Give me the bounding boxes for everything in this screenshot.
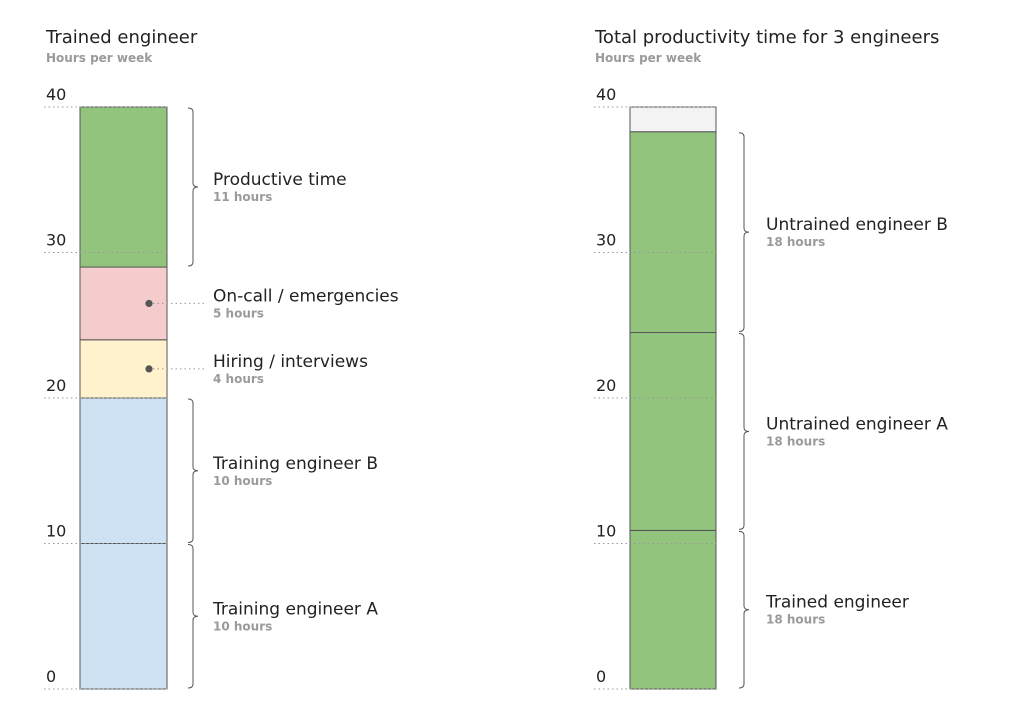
y-tick-label: 10 bbox=[46, 522, 66, 541]
y-tick-label: 10 bbox=[596, 522, 616, 541]
bar-segment bbox=[629, 529, 717, 690]
y-tick-label: 20 bbox=[596, 376, 616, 395]
y-tick-label: 40 bbox=[46, 85, 66, 104]
bar-segment bbox=[79, 397, 168, 544]
curly-brace bbox=[187, 398, 199, 543]
y-tick-label: 30 bbox=[596, 231, 616, 250]
y-tick-label: 20 bbox=[46, 376, 66, 395]
chart-title: Total productivity time for 3 engineers bbox=[594, 27, 939, 48]
curly-brace bbox=[187, 107, 199, 267]
y-tick-label: 30 bbox=[46, 231, 66, 250]
chart-trained-engineer: Trained engineer Hours per week 0 10 20 30 4… bbox=[44, 27, 399, 690]
chart-subtitle: Hours per week bbox=[46, 51, 153, 65]
segment-detail: 18 hours bbox=[766, 434, 825, 448]
y-tick-label: 0 bbox=[596, 667, 606, 686]
bar-segment bbox=[79, 543, 168, 690]
y-tick-label: 40 bbox=[596, 85, 616, 104]
chart-subtitle: Hours per week bbox=[595, 51, 702, 65]
segment-label: On-call / emergencies bbox=[213, 286, 399, 306]
bar-segment bbox=[629, 106, 717, 133]
segment-detail: 18 hours bbox=[766, 613, 825, 627]
segment-detail: 11 hours bbox=[213, 190, 272, 204]
chart-total-productivity: Total productivity time for 3 engineers … bbox=[594, 27, 948, 690]
marker-dot bbox=[145, 365, 153, 373]
segment-label: Training engineer A bbox=[212, 599, 378, 619]
curly-brace bbox=[738, 530, 750, 689]
curly-brace bbox=[738, 132, 750, 333]
bar-segment bbox=[79, 106, 168, 268]
segment-detail: 4 hours bbox=[213, 372, 264, 386]
bar-segment bbox=[629, 332, 717, 531]
segment-label: Hiring / interviews bbox=[213, 352, 368, 372]
y-tick-label: 0 bbox=[46, 667, 56, 686]
curly-brace bbox=[738, 333, 750, 530]
segment-detail: 10 hours bbox=[213, 619, 272, 633]
chart-title: Trained engineer bbox=[45, 27, 198, 48]
segment-detail: 18 hours bbox=[766, 235, 825, 249]
segment-detail: 5 hours bbox=[213, 306, 264, 320]
bar-segment bbox=[629, 131, 717, 334]
curly-brace bbox=[187, 544, 199, 689]
segment-label: Training engineer B bbox=[212, 454, 378, 474]
segment-label: Trained engineer bbox=[765, 593, 909, 613]
segment-label: Untrained engineer B bbox=[766, 215, 948, 235]
segment-label: Productive time bbox=[213, 170, 347, 190]
segment-detail: 10 hours bbox=[213, 474, 272, 488]
segment-label: Untrained engineer A bbox=[766, 414, 948, 434]
marker-dot bbox=[145, 299, 153, 308]
